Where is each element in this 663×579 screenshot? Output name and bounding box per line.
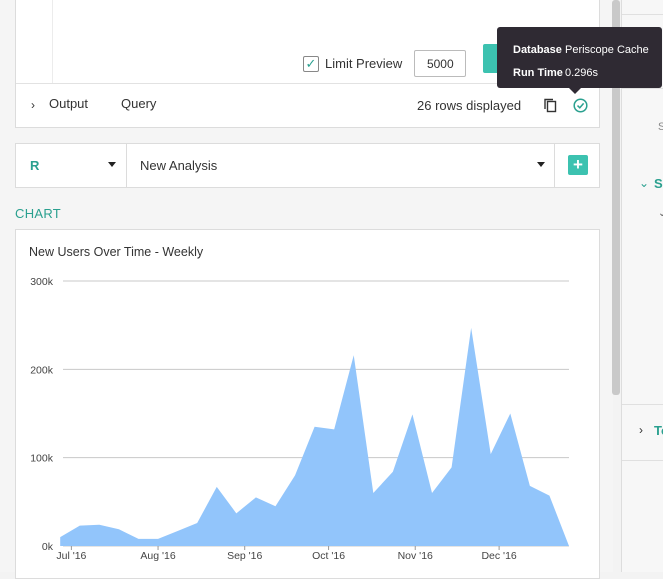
tooltip-arrow [569,88,581,94]
right-sidebar: S ⌄ S ⌄ › To [621,0,663,572]
sidebar-divider [622,88,663,89]
copy-icon[interactable] [544,98,557,113]
x-tick-label: Oct '16 [312,550,345,562]
limit-preview-label: Limit Preview [325,56,403,71]
vertical-scrollbar[interactable] [612,0,620,395]
x-tick-label: Nov '16 [398,550,433,562]
small-chevron-down-icon[interactable]: ⌄ [658,208,663,219]
y-tick-label: 300k [30,276,54,288]
y-tick-label: 0k [42,541,54,553]
limit-preview-checkbox[interactable]: ✓ [303,55,319,72]
analysis-bar: R New Analysis + [15,143,600,188]
chevron-down-icon[interactable]: ⌄ [639,176,650,190]
sidebar-divider [622,460,663,461]
area-chart: 0k 100k 200k 300k Jul '16 Aug '16 Sep '16 Oct '… [30,276,570,562]
add-analysis-button[interactable]: + [568,155,588,175]
analysis-caret-down-icon[interactable] [537,162,545,167]
add-analysis-container: + [554,144,600,187]
chart-panel: New Users Over Time - Weekly 0k 100k 200k 3… [15,229,600,579]
limit-value-input[interactable] [414,50,467,77]
area-series [60,327,570,546]
check-circle-icon[interactable] [573,98,588,113]
tooltip-database-value: Periscope Cache [565,43,649,56]
chart-title: New Users Over Time - Weekly [29,245,204,259]
x-tick-label: Jul '16 [56,550,86,562]
divider [16,83,599,84]
limit-preview-control: ✓ Limit Preview [303,50,467,77]
x-tick-label: Dec '16 [481,550,516,562]
sidebar-section-title-2[interactable]: To [654,423,663,438]
chevron-right-icon[interactable]: › [31,98,35,112]
chart-section-heading: CHART [15,206,62,221]
x-tick-label: Aug '16 [140,550,175,562]
tab-output[interactable]: Output [49,96,89,111]
y-tick-label: 100k [30,453,54,465]
language-select[interactable]: R [16,144,127,187]
editor-gutter [52,0,53,83]
results-bar: › Output Query 26 rows displayed [16,94,599,118]
sidebar-divider [622,14,663,15]
y-tick-label: 200k [30,364,54,376]
sidebar-sub-label: S [658,121,663,133]
rows-displayed: 26 rows displayed [417,98,522,113]
sidebar-divider [622,404,663,405]
language-value: R [30,158,40,173]
tab-query[interactable]: Query [121,96,157,111]
main-area: ✓ Limit Preview › Output Query 26 rows d… [15,0,662,579]
chevron-right-icon[interactable]: › [639,423,643,437]
sidebar-section-title[interactable]: S [654,176,663,191]
x-tick-label: Sep '16 [227,550,262,562]
analysis-name: New Analysis [140,158,218,173]
tooltip-runtime-key: Run Time [513,66,563,79]
run-info-tooltip: Database Periscope Cache Run Time 0.296s [497,27,662,94]
tooltip-database-key: Database [513,43,562,56]
tooltip-runtime-value: 0.296s [565,66,599,79]
caret-down-icon [108,162,116,167]
